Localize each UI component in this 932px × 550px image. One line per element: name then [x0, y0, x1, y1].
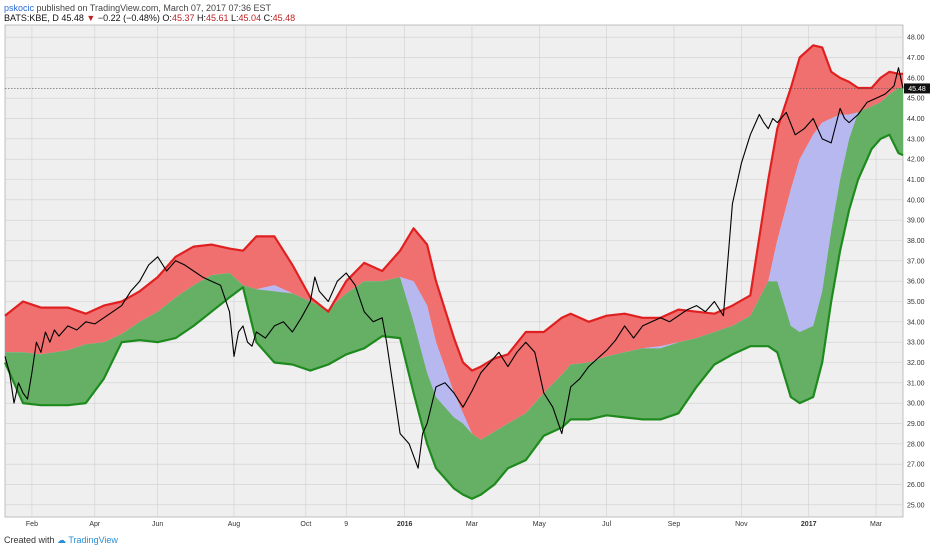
x-tick-label: Feb [26, 521, 38, 528]
down-arrow-icon: ▼ [86, 13, 96, 23]
y-tick-label: 46.00 [907, 75, 925, 82]
y-tick-label: 26.00 [907, 482, 925, 489]
x-tick-label: Jun [152, 521, 163, 528]
x-tick-label: Jul [602, 521, 611, 528]
y-tick-label: 38.00 [907, 238, 925, 245]
low-value: 45.04 [238, 13, 262, 23]
y-tick-label: 36.00 [907, 279, 925, 286]
x-tick-label: Sep [668, 521, 681, 528]
created-with-label: Created with [4, 535, 55, 545]
y-axis: 25.00 26.00 27.00 28.00 29.00 30.00 31.00 32.00… [907, 35, 925, 510]
y-tick-label: 29.00 [907, 421, 925, 428]
x-tick-label: 2017 [801, 521, 817, 528]
upper-band-line [4, 44, 903, 372]
y-tick-label: 32.00 [907, 360, 925, 367]
y-tick-label: 30.00 [907, 401, 925, 408]
low-label: L: [231, 13, 239, 23]
tradingview-brand[interactable]: TradingView [68, 535, 118, 545]
last-price-tag-label: 45.48 [908, 86, 926, 93]
y-tick-label: 40.00 [907, 197, 925, 204]
y-tick-label: 44.00 [907, 116, 925, 123]
chart-header-ohlc: BATS:KBE, D 45.48 ▼ −0.22 (−0.48%) O:45.… [4, 13, 295, 24]
x-tick-label: Aug [228, 521, 241, 528]
y-tick-label: 43.00 [907, 136, 925, 143]
chart-header-publish: pskocic published on TradingView.com, Ma… [4, 3, 271, 14]
publish-info: published on TradingView.com, March 07, … [34, 3, 271, 13]
lower-band-line [3, 133, 904, 500]
x-tick-label: 2016 [397, 521, 413, 528]
y-tick-label: 37.00 [907, 258, 925, 265]
x-tick-label: Mar [466, 521, 479, 528]
open-label: O: [162, 13, 172, 23]
y-tick-label: 41.00 [907, 177, 925, 184]
y-tick-label: 47.00 [907, 55, 925, 62]
y-tick-label: 31.00 [907, 380, 925, 387]
last-price-marker: 45.48 [5, 83, 930, 94]
last-price-tag [904, 83, 930, 94]
author-name[interactable]: pskocic [4, 3, 35, 13]
y-tick-label: 25.00 [907, 502, 925, 509]
x-axis: Feb Apr Jun Aug Oct 9 2016 Mar May Jul Sep Nov 2017 M… [26, 521, 883, 528]
tradingview-cloud-icon: ☁ [57, 535, 67, 545]
y-tick-label: 42.00 [907, 157, 925, 164]
y-tick-label: 28.00 [907, 441, 925, 448]
close-value: 45.48 [272, 13, 296, 23]
y-tick-label: 39.00 [907, 218, 925, 225]
y-tick-label: 34.00 [907, 319, 925, 326]
x-tick-label: Apr [89, 521, 101, 528]
close-label: C: [263, 13, 273, 23]
high-label: H: [196, 13, 206, 23]
x-tick-label: Mar [870, 521, 883, 528]
footer: Created with ☁ TradingView [4, 535, 118, 546]
x-tick-label: 9 [344, 521, 348, 528]
x-tick-label: Oct [300, 521, 311, 528]
high-value: 45.61 [205, 13, 229, 23]
y-tick-label: 35.00 [907, 299, 925, 306]
y-tick-label: 48.00 [907, 35, 925, 42]
x-tick-label: Nov [735, 521, 748, 528]
lines-layer [3, 44, 904, 500]
upper-band-fill [5, 45, 903, 440]
open-value: 45.37 [171, 13, 195, 23]
change-value: −0.22 (−0.48%) [97, 13, 160, 23]
y-tick-label: 45.00 [907, 96, 925, 103]
lower-band-fill [5, 88, 903, 499]
symbol-label: BATS:KBE, D [4, 13, 59, 23]
price-line [4, 67, 904, 469]
bands-layer [5, 45, 903, 499]
y-tick-label: 33.00 [907, 340, 925, 347]
y-tick-label: 27.00 [907, 462, 925, 469]
last-price: 45.48 [61, 13, 84, 23]
x-tick-label: May [533, 521, 547, 528]
